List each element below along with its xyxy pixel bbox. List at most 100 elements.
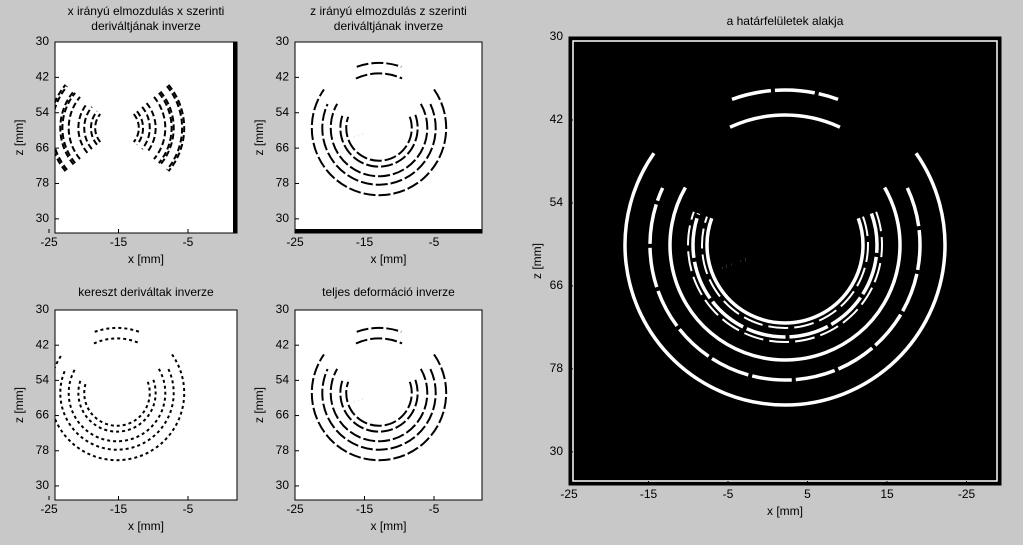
- y-tick-label: 42: [550, 112, 564, 126]
- x-tick-label: -25: [958, 487, 976, 501]
- axes-title: deriváltjának inverze: [334, 19, 444, 33]
- x-axis-label: x [mm]: [767, 504, 803, 518]
- interface-arc: [67, 96, 81, 160]
- x-tick-label: -25: [560, 487, 578, 501]
- x-tick-label: -25: [40, 502, 58, 516]
- y-tick-label: 42: [36, 70, 50, 84]
- y-axis-label: z [mm]: [12, 120, 26, 156]
- image: [572, 40, 998, 482]
- edge-bar: [295, 229, 482, 233]
- interface-arc: [705, 217, 865, 325]
- y-tick-label: 78: [36, 443, 50, 457]
- interface-arc: [355, 337, 403, 345]
- x-axis-label: x [mm]: [371, 252, 407, 266]
- interface-arc: [145, 102, 157, 154]
- interface-arc: [90, 110, 98, 146]
- y-tick-label: 30: [36, 211, 50, 225]
- x-tick-label: -25: [286, 502, 304, 516]
- axes-title: deriváltjának inverze: [91, 19, 201, 33]
- axes-title: z irányú elmozdulás z szerinti: [310, 4, 467, 18]
- interface-arc: [132, 113, 140, 143]
- interface-arc: [668, 186, 902, 362]
- interface-arc: [83, 381, 151, 427]
- x-tick-label: -15: [356, 235, 374, 249]
- interface-arc: [310, 353, 448, 462]
- image: [295, 61, 482, 233]
- x-tick-label: -25: [40, 235, 58, 249]
- interface-arc: [321, 103, 437, 186]
- y-tick-label: 66: [276, 140, 290, 154]
- x-tick-label: 15: [880, 487, 894, 501]
- axes-background: [294, 41, 483, 234]
- y-tick-label: 30: [36, 34, 50, 48]
- y-tick-label: 30: [550, 29, 564, 43]
- y-tick-label: 42: [276, 70, 290, 84]
- interface-arc: [687, 211, 883, 343]
- interface-arc: [166, 85, 184, 171]
- y-tick-label: 54: [550, 195, 564, 209]
- x-tick-label: -5: [183, 235, 194, 249]
- y-tick-label: 30: [36, 478, 50, 492]
- interface-arc: [136, 110, 144, 146]
- interface-arc: [329, 103, 429, 178]
- x-axis-label: x [mm]: [128, 519, 164, 533]
- interface-arc: [167, 84, 186, 172]
- y-axis-label: z [mm]: [12, 387, 26, 423]
- interface-arc: [59, 368, 175, 451]
- image: [310, 326, 448, 462]
- interface-arc: [345, 381, 413, 427]
- y-tick-label: 42: [276, 337, 290, 351]
- interface-arc: [648, 187, 922, 382]
- interface-arc: [158, 92, 173, 164]
- x-tick-label: -5: [183, 502, 194, 516]
- interface-arc: [55, 84, 67, 172]
- interface-arc: [310, 88, 448, 197]
- axes-title: teljes deformáció inverze: [322, 285, 455, 299]
- y-tick-label: 66: [36, 408, 50, 422]
- image: [55, 42, 237, 233]
- axes-title: kereszt deriváltak inverze: [78, 285, 214, 299]
- interface-arc: [93, 337, 141, 345]
- y-tick-label: 30: [276, 302, 290, 316]
- y-tick-label: 30: [550, 444, 564, 458]
- interface-arc: [623, 152, 947, 407]
- interface-arc: [153, 96, 167, 160]
- y-tick-label: 30: [276, 211, 290, 225]
- axes-background: [294, 309, 483, 501]
- y-axis-label: z [mm]: [252, 387, 266, 423]
- axes-title: x irányú elmozdulás x szerinti: [68, 4, 225, 18]
- interface-arc: [329, 368, 429, 443]
- axes-background: [54, 41, 238, 234]
- image: [55, 326, 186, 462]
- interface-arc: [141, 106, 151, 150]
- y-tick-label: 54: [36, 105, 50, 119]
- interface-arc: [77, 379, 157, 433]
- interface-arc: [77, 102, 89, 154]
- x-tick-label: -5: [723, 487, 734, 501]
- axes-background: [54, 309, 238, 501]
- y-tick-label: 78: [36, 176, 50, 190]
- y-axis-label: z [mm]: [252, 120, 266, 156]
- y-tick-label: 30: [36, 302, 50, 316]
- interface-arc: [355, 72, 403, 80]
- interface-arc: [321, 368, 437, 451]
- x-tick-label: -25: [286, 235, 304, 249]
- x-axis-label: x [mm]: [371, 519, 407, 533]
- axes-background: [568, 36, 1002, 486]
- interface-arc: [701, 216, 869, 329]
- y-tick-label: 30: [276, 34, 290, 48]
- interface-arc: [339, 114, 419, 168]
- edge-bar: [233, 42, 237, 233]
- interface-arc: [59, 90, 75, 166]
- y-tick-label: 54: [276, 105, 290, 119]
- x-tick-label: 5: [804, 487, 811, 501]
- x-tick-label: -15: [110, 235, 128, 249]
- interface-arc: [55, 353, 186, 462]
- interface-arc: [61, 92, 76, 164]
- y-tick-label: 66: [276, 408, 290, 422]
- interface-arc: [55, 85, 68, 171]
- y-tick-label: 66: [36, 140, 50, 154]
- interface-arc: [691, 212, 879, 339]
- interface-arc: [159, 90, 175, 166]
